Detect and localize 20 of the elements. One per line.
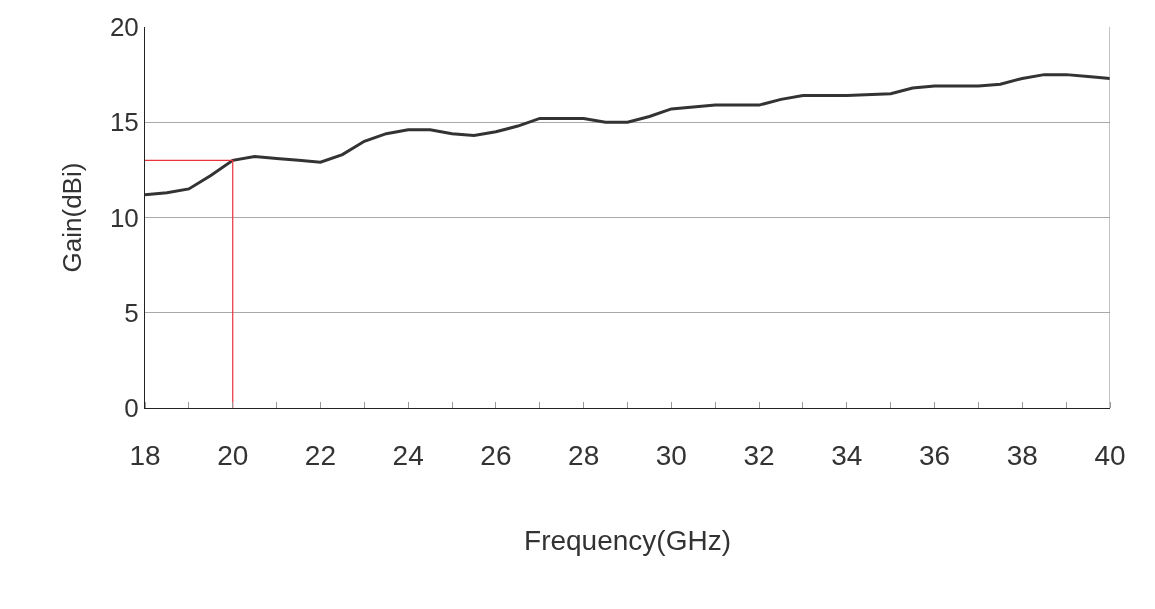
x-tick-label: 34 bbox=[831, 439, 863, 471]
y-axis-title: Gain(dBi) bbox=[57, 162, 88, 273]
y-tick-label: 0 bbox=[124, 393, 139, 424]
y-tick-label: 5 bbox=[124, 297, 139, 328]
x-tick-label: 40 bbox=[1094, 439, 1126, 471]
x-tick-label: 24 bbox=[392, 439, 424, 471]
x-tick-label: 22 bbox=[304, 439, 337, 471]
y-tick-label: 15 bbox=[109, 107, 139, 138]
line-series bbox=[145, 73, 1110, 197]
y-tick-label: 20 bbox=[109, 12, 139, 43]
x-axis-title: Frequency(GHz) bbox=[524, 524, 731, 556]
x-tick-label: 32 bbox=[743, 439, 775, 471]
x-tick-label: 20 bbox=[217, 439, 249, 471]
x-tick-label: 36 bbox=[918, 439, 951, 471]
x-tick-label: 18 bbox=[129, 439, 161, 471]
x-tick-label: 26 bbox=[480, 439, 512, 471]
x-tick-label: 38 bbox=[1006, 439, 1038, 471]
x-tick-label: 30 bbox=[655, 439, 687, 471]
x-tick-label: 28 bbox=[568, 439, 600, 471]
y-tick-label: 10 bbox=[109, 202, 139, 233]
